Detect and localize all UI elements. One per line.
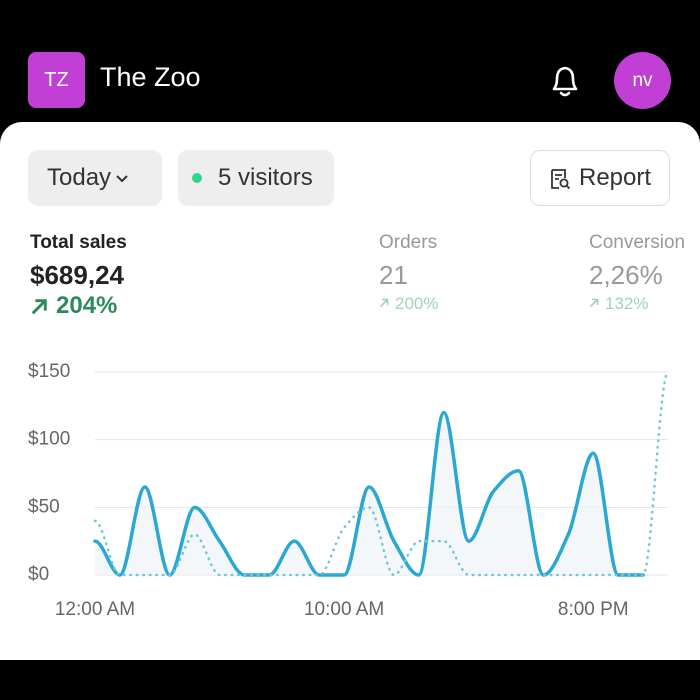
dashboard-card: Today 5 visitors Report $0 $50 $100 $150 12:… — [0, 122, 700, 660]
report-label: Report — [579, 164, 652, 191]
notifications-icon[interactable] — [548, 62, 582, 100]
avatar[interactable]: nv — [614, 52, 671, 109]
trend-arrow — [589, 298, 599, 308]
live-dot — [192, 173, 202, 183]
metric-change: 204% — [56, 292, 118, 319]
line-area — [95, 412, 644, 575]
visitors-button[interactable]: 5 visitors — [178, 150, 334, 206]
x-tick-label: 12:00 AM — [55, 599, 135, 620]
report-button[interactable]: Report — [530, 150, 670, 206]
chevron-icon — [116, 175, 128, 183]
y-tick-label: $150 — [28, 361, 70, 382]
metric-value: $689,24 — [30, 260, 124, 290]
y-tick-label: $0 — [28, 564, 49, 585]
y-tick-label: $100 — [28, 429, 70, 450]
visitors-label: 5 visitors — [218, 164, 313, 191]
line-series — [93, 370, 670, 577]
period-button[interactable]: Today — [28, 150, 162, 206]
logo[interactable]: TZ — [28, 52, 85, 108]
x-tick-label: 8:00 PM — [558, 599, 629, 620]
metric-change: 132% — [605, 294, 649, 313]
store-title: The Zoo — [100, 62, 201, 92]
y-tick-label: $50 — [28, 496, 60, 517]
x-tick-label: 10:00 AM — [304, 599, 384, 620]
metric-value: 21 — [379, 260, 408, 290]
metric-label: Total sales — [30, 232, 127, 253]
trend-arrow — [379, 298, 389, 308]
trend-arrow — [31, 299, 47, 315]
line-series — [93, 410, 645, 577]
metric-label: Orders — [379, 232, 438, 253]
period-label: Today — [47, 164, 112, 191]
report-icon — [551, 169, 571, 190]
sales-chart: $0 $50 $100 $150 12:00 AM 10:00 AM 8:00 PM — [28, 361, 670, 620]
metric-change: 200% — [395, 294, 439, 313]
metric-label: Conversion — [589, 232, 686, 253]
metric-value: 2,26% — [589, 260, 663, 290]
